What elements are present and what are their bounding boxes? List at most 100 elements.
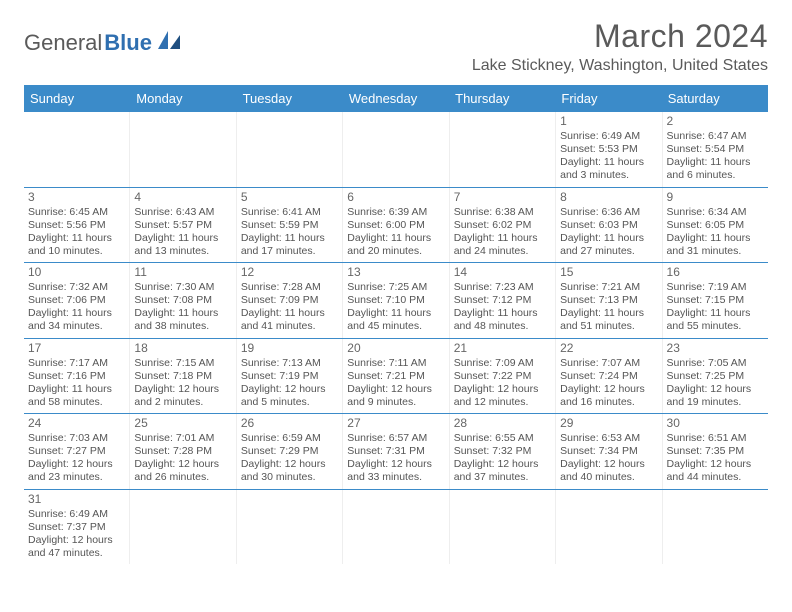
sunrise-text: Sunrise: 6:51 AM — [667, 432, 764, 445]
sunset-text: Sunset: 6:02 PM — [454, 219, 551, 232]
day-cell: 22Sunrise: 7:07 AMSunset: 7:24 PMDayligh… — [556, 339, 662, 414]
sunset-text: Sunset: 7:32 PM — [454, 445, 551, 458]
weekday-header: Friday — [555, 85, 661, 112]
daylight-text: Daylight: 11 hours and 31 minutes. — [667, 232, 764, 258]
day-cell: 1Sunrise: 6:49 AMSunset: 5:53 PMDaylight… — [556, 112, 662, 187]
day-cell: 29Sunrise: 6:53 AMSunset: 7:34 PMDayligh… — [556, 414, 662, 489]
day-number: 15 — [560, 265, 657, 280]
sunrise-text: Sunrise: 7:28 AM — [241, 281, 338, 294]
day-number: 5 — [241, 190, 338, 205]
day-number: 8 — [560, 190, 657, 205]
day-cell: 28Sunrise: 6:55 AMSunset: 7:32 PMDayligh… — [450, 414, 556, 489]
sunset-text: Sunset: 5:57 PM — [134, 219, 231, 232]
day-cell: 31Sunrise: 6:49 AMSunset: 7:37 PMDayligh… — [24, 490, 130, 565]
sunrise-text: Sunrise: 7:07 AM — [560, 357, 657, 370]
daylight-text: Daylight: 12 hours and 44 minutes. — [667, 458, 764, 484]
sunrise-text: Sunrise: 7:19 AM — [667, 281, 764, 294]
daylight-text: Daylight: 12 hours and 37 minutes. — [454, 458, 551, 484]
daylight-text: Daylight: 12 hours and 26 minutes. — [134, 458, 231, 484]
day-number: 31 — [28, 492, 125, 507]
day-number: 28 — [454, 416, 551, 431]
day-number: 16 — [667, 265, 764, 280]
sunset-text: Sunset: 7:13 PM — [560, 294, 657, 307]
sunrise-text: Sunrise: 6:49 AM — [28, 508, 125, 521]
sunset-text: Sunset: 7:34 PM — [560, 445, 657, 458]
day-cell: 14Sunrise: 7:23 AMSunset: 7:12 PMDayligh… — [450, 263, 556, 338]
day-cell: 10Sunrise: 7:32 AMSunset: 7:06 PMDayligh… — [24, 263, 130, 338]
daylight-text: Daylight: 11 hours and 20 minutes. — [347, 232, 444, 258]
daylight-text: Daylight: 11 hours and 10 minutes. — [28, 232, 125, 258]
day-number: 23 — [667, 341, 764, 356]
daylight-text: Daylight: 11 hours and 38 minutes. — [134, 307, 231, 333]
sunrise-text: Sunrise: 6:38 AM — [454, 206, 551, 219]
daylight-text: Daylight: 11 hours and 6 minutes. — [667, 156, 764, 182]
day-cell: 13Sunrise: 7:25 AMSunset: 7:10 PMDayligh… — [343, 263, 449, 338]
day-number: 25 — [134, 416, 231, 431]
sunset-text: Sunset: 7:06 PM — [28, 294, 125, 307]
daylight-text: Daylight: 12 hours and 23 minutes. — [28, 458, 125, 484]
day-cell: 26Sunrise: 6:59 AMSunset: 7:29 PMDayligh… — [237, 414, 343, 489]
sunrise-text: Sunrise: 7:13 AM — [241, 357, 338, 370]
weekday-header: Saturday — [662, 85, 768, 112]
daylight-text: Daylight: 12 hours and 12 minutes. — [454, 383, 551, 409]
day-cell: 5Sunrise: 6:41 AMSunset: 5:59 PMDaylight… — [237, 188, 343, 263]
day-number: 1 — [560, 114, 657, 129]
daylight-text: Daylight: 11 hours and 24 minutes. — [454, 232, 551, 258]
sunrise-text: Sunrise: 7:03 AM — [28, 432, 125, 445]
day-cell: 16Sunrise: 7:19 AMSunset: 7:15 PMDayligh… — [663, 263, 768, 338]
sunset-text: Sunset: 5:54 PM — [667, 143, 764, 156]
weekday-header-row: Sunday Monday Tuesday Wednesday Thursday… — [24, 85, 768, 112]
sunset-text: Sunset: 5:53 PM — [560, 143, 657, 156]
sunrise-text: Sunrise: 7:30 AM — [134, 281, 231, 294]
daylight-text: Daylight: 12 hours and 47 minutes. — [28, 534, 125, 560]
week-row: 1Sunrise: 6:49 AMSunset: 5:53 PMDaylight… — [24, 112, 768, 188]
day-cell: 19Sunrise: 7:13 AMSunset: 7:19 PMDayligh… — [237, 339, 343, 414]
day-cell: 2Sunrise: 6:47 AMSunset: 5:54 PMDaylight… — [663, 112, 768, 187]
sunrise-text: Sunrise: 7:09 AM — [454, 357, 551, 370]
daylight-text: Daylight: 11 hours and 34 minutes. — [28, 307, 125, 333]
logo-text-1: General — [24, 30, 102, 56]
day-cell: 8Sunrise: 6:36 AMSunset: 6:03 PMDaylight… — [556, 188, 662, 263]
day-cell: 9Sunrise: 6:34 AMSunset: 6:05 PMDaylight… — [663, 188, 768, 263]
day-cell: 17Sunrise: 7:17 AMSunset: 7:16 PMDayligh… — [24, 339, 130, 414]
day-number: 26 — [241, 416, 338, 431]
sunrise-text: Sunrise: 6:57 AM — [347, 432, 444, 445]
sunrise-text: Sunrise: 6:45 AM — [28, 206, 125, 219]
day-cell: 25Sunrise: 7:01 AMSunset: 7:28 PMDayligh… — [130, 414, 236, 489]
sunset-text: Sunset: 7:28 PM — [134, 445, 231, 458]
week-row: 24Sunrise: 7:03 AMSunset: 7:27 PMDayligh… — [24, 414, 768, 490]
sunrise-text: Sunrise: 7:25 AM — [347, 281, 444, 294]
sunset-text: Sunset: 7:25 PM — [667, 370, 764, 383]
sunrise-text: Sunrise: 6:55 AM — [454, 432, 551, 445]
day-cell — [130, 490, 236, 565]
day-cell — [450, 490, 556, 565]
day-number: 14 — [454, 265, 551, 280]
day-number: 3 — [28, 190, 125, 205]
daylight-text: Daylight: 12 hours and 40 minutes. — [560, 458, 657, 484]
sunset-text: Sunset: 7:29 PM — [241, 445, 338, 458]
calendar-grid: Sunday Monday Tuesday Wednesday Thursday… — [24, 85, 768, 564]
day-cell: 30Sunrise: 6:51 AMSunset: 7:35 PMDayligh… — [663, 414, 768, 489]
day-number: 30 — [667, 416, 764, 431]
daylight-text: Daylight: 12 hours and 19 minutes. — [667, 383, 764, 409]
day-number: 17 — [28, 341, 125, 356]
logo-text-2: Blue — [104, 30, 152, 56]
daylight-text: Daylight: 12 hours and 2 minutes. — [134, 383, 231, 409]
day-number: 10 — [28, 265, 125, 280]
day-cell: 3Sunrise: 6:45 AMSunset: 5:56 PMDaylight… — [24, 188, 130, 263]
daylight-text: Daylight: 11 hours and 55 minutes. — [667, 307, 764, 333]
day-number: 13 — [347, 265, 444, 280]
location-text: Lake Stickney, Washington, United States — [472, 57, 768, 75]
sunrise-text: Sunrise: 7:17 AM — [28, 357, 125, 370]
sunrise-text: Sunrise: 6:53 AM — [560, 432, 657, 445]
sunrise-text: Sunrise: 6:39 AM — [347, 206, 444, 219]
daylight-text: Daylight: 11 hours and 3 minutes. — [560, 156, 657, 182]
sunrise-text: Sunrise: 7:05 AM — [667, 357, 764, 370]
day-number: 2 — [667, 114, 764, 129]
week-row: 31Sunrise: 6:49 AMSunset: 7:37 PMDayligh… — [24, 490, 768, 565]
daylight-text: Daylight: 11 hours and 51 minutes. — [560, 307, 657, 333]
daylight-text: Daylight: 12 hours and 9 minutes. — [347, 383, 444, 409]
sunrise-text: Sunrise: 7:32 AM — [28, 281, 125, 294]
weekday-header: Thursday — [449, 85, 555, 112]
sunset-text: Sunset: 5:59 PM — [241, 219, 338, 232]
